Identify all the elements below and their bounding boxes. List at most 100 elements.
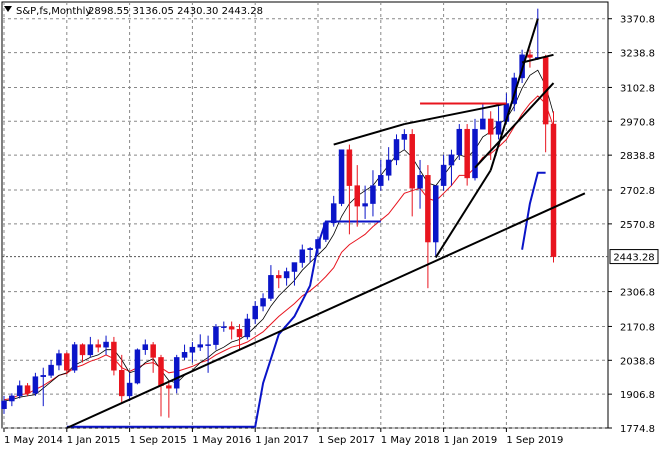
candle-body [268,275,274,299]
candle-body [307,248,313,250]
candle-body [173,357,180,389]
candle-body [550,123,557,257]
candle-body [134,349,141,384]
time-tick-label: 1 Jan 2015 [67,435,121,446]
candle [221,321,227,332]
candle [126,372,133,402]
candle [1,395,7,414]
candle-body [283,271,290,279]
candle-body [9,395,15,402]
grid-lines [2,2,608,429]
candle-body [221,326,227,328]
candle-body [370,185,376,204]
candle [32,372,39,396]
candle [323,221,329,243]
candle-body [213,326,219,345]
candle-body [189,346,196,353]
candle-body [1,400,7,409]
candle-body [362,203,368,207]
candle-body [393,139,400,161]
candle-body [79,344,86,356]
candle-body [346,149,353,186]
candle-body [385,159,392,176]
price-tick-label: 3238.8 [620,49,655,60]
candle-body [197,344,203,348]
current-price-marker: 2443.28 [609,249,659,265]
price-tick-label: 2306.8 [620,288,655,299]
candle-body [56,353,62,366]
candle [378,159,384,191]
candle-body [16,385,23,397]
candle [173,354,180,394]
candle-body [64,353,70,371]
candle [495,106,502,140]
candle-body [378,175,384,186]
price-tick-label: 2838.8 [620,151,655,162]
candle [95,339,101,353]
candle [40,367,46,407]
trendline [434,169,492,258]
candle [111,336,117,376]
time-tick-label: 1 Sep 2019 [506,435,563,446]
candle-body [119,369,125,397]
candle [276,270,282,289]
price-tick-label: 2570.8 [620,220,655,231]
candle [440,154,447,191]
candle [142,339,149,355]
candle-body [24,385,31,394]
candle [448,149,455,186]
candle-body [40,375,46,377]
candle [64,352,70,375]
candle [393,134,400,166]
candle-body [228,326,235,330]
candle [456,124,463,160]
candle-body [448,154,455,166]
candle-body [330,203,337,224]
candle [550,111,557,263]
price-tick-label: 3102.8 [620,83,655,94]
time-tick-label: 1 Sep 2015 [130,435,187,446]
candle-body [323,222,329,240]
candle [433,185,439,258]
price-axis: 3370.8 3238.8 3102.8 2970.8 2838.8 2702.8 2570… [608,15,655,435]
candle [48,359,54,378]
trendline [489,18,539,171]
candle [228,321,235,340]
candle [291,262,298,286]
symbol-label: S&P,fs,Monthly [16,6,91,17]
blue-step-line [66,220,381,428]
candle [252,301,258,325]
candle-body [111,341,117,371]
candle [16,380,23,399]
candle [417,159,423,209]
ohlc-label: 2898.55 3136.05 2430.30 2443.28 [88,6,263,17]
candle-body [425,175,431,243]
candle [71,342,78,373]
dropdown-triangle-icon[interactable] [4,6,12,12]
candle [307,247,313,263]
candle-body [527,54,533,58]
candle-body [87,344,94,356]
candle [56,349,62,371]
trendline [66,192,586,429]
candle [338,149,345,207]
blue-spike-line [521,171,546,250]
candle-body [252,305,258,320]
candle-body [409,134,415,189]
price-tick-label: 2970.8 [620,117,655,128]
candle [213,324,219,350]
candle-body [260,298,266,307]
candle-body [315,239,321,249]
chart-header: S&P,fs,Monthly 2898.55 3136.05 2430.30 2… [4,6,263,17]
candle [354,165,360,227]
candle-body [299,249,306,263]
candle [24,383,31,396]
candle [236,324,243,350]
candle-body [276,275,282,279]
trendlines-layer [66,18,586,429]
ema-slow-line [3,69,554,402]
time-tick-label: 1 Sep 2017 [318,435,375,446]
price-tick-label: 1906.8 [620,390,655,401]
candle-body [142,344,149,350]
